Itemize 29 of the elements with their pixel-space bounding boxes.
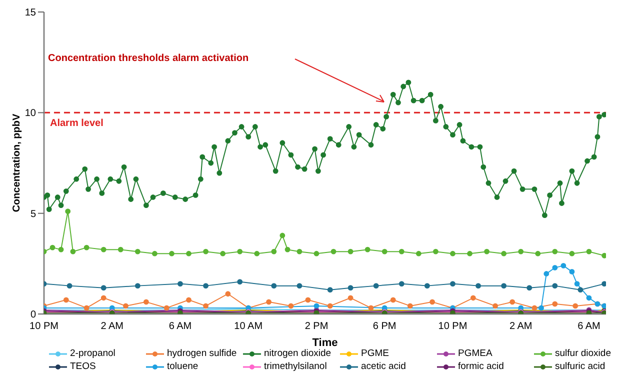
- x-tick-label: 10 PM: [438, 321, 468, 332]
- legend-label: formic acid: [458, 361, 504, 372]
- legend-label: sulfur dioxide: [555, 348, 611, 359]
- y-axis-title: Concentration, ppbV: [12, 114, 22, 212]
- x-tick-label: 6 PM: [372, 321, 396, 332]
- x-tick-label: 10 PM: [30, 321, 58, 332]
- annotation: Concentration thresholds alarm activation: [48, 53, 249, 64]
- legend-label: sulfuric acid: [555, 361, 606, 372]
- y-tick-label: 5: [30, 208, 36, 220]
- x-tick-label: 2 PM: [304, 321, 328, 332]
- legend-label: PGME: [361, 348, 389, 359]
- y-tick-label: 0: [30, 310, 36, 321]
- legend-label: acetic acid: [361, 361, 406, 372]
- x-axis-title: Time: [312, 337, 338, 349]
- ref-line-label: Alarm level: [50, 118, 104, 129]
- x-tick-label: 6 AM: [578, 321, 600, 332]
- legend-label: 2-propanol: [70, 348, 116, 359]
- legend-label: hydrogen sulfide: [167, 348, 237, 359]
- x-tick-label: 6 AM: [168, 321, 192, 332]
- y-tick-label: 10: [24, 108, 36, 120]
- x-tick-label: 2 AM: [100, 321, 124, 332]
- legend-label: nitrogen dioxide: [264, 348, 332, 359]
- y-tick-label: 15: [24, 8, 36, 19]
- legend-label: toluene: [167, 361, 198, 372]
- x-tick-label: 2 AM: [509, 321, 532, 332]
- x-tick-label: 10 AM: [234, 321, 263, 332]
- legend-label: TEOS: [70, 361, 96, 372]
- legend-label: PGMEA: [458, 348, 492, 359]
- legend-label: trimethylsilanol: [264, 361, 327, 372]
